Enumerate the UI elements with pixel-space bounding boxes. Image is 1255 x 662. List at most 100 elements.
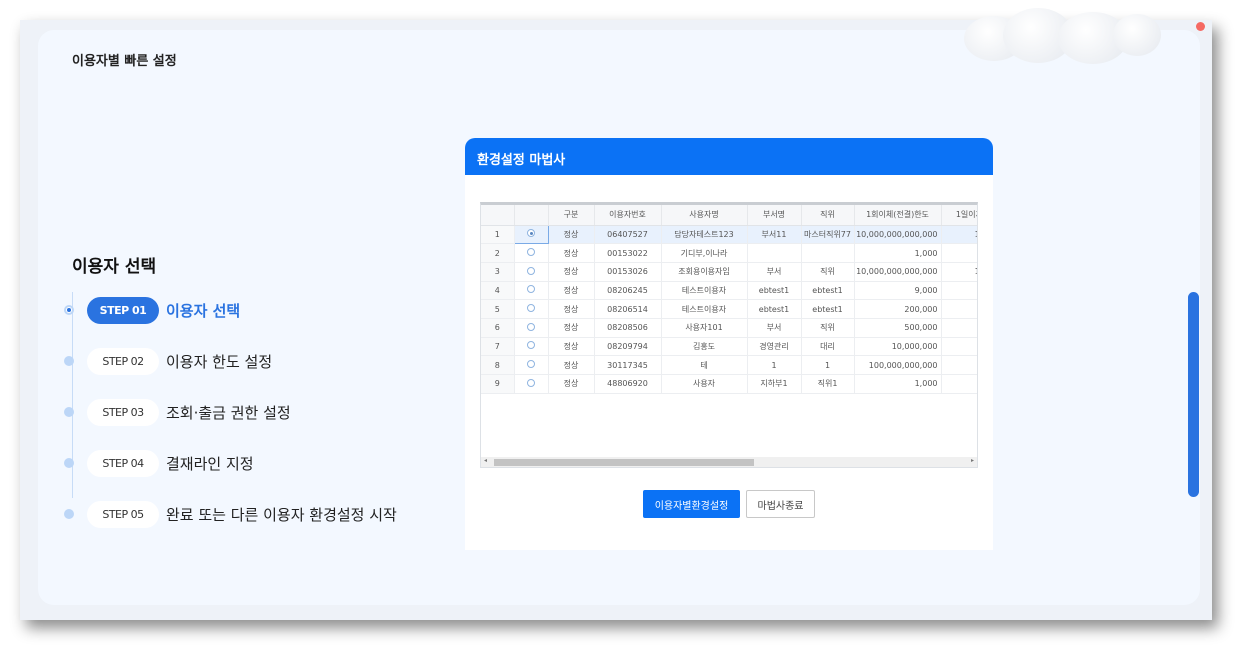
grid-cell: 10,000,000 bbox=[854, 337, 942, 357]
step-4[interactable]: STEP 04 결재라인 지정 bbox=[64, 449, 254, 477]
grid-cell: 직위 bbox=[801, 262, 855, 282]
table-row[interactable]: 3 정상 00153026 조회용이용자임 부서 직위 10,000,000,000,000… bbox=[481, 262, 977, 282]
grid-cell bbox=[941, 281, 977, 301]
row-number: 5 bbox=[481, 299, 515, 319]
row-radio[interactable] bbox=[514, 374, 549, 394]
table-row[interactable]: 2 정상 00153022 기디부,이나라 1,000 bbox=[481, 243, 977, 263]
column-header bbox=[514, 205, 549, 226]
row-radio[interactable] bbox=[514, 299, 549, 319]
scrollbar-thumb[interactable] bbox=[494, 459, 754, 466]
row-radio[interactable] bbox=[513, 224, 549, 245]
grid-cell: ebtest1 bbox=[801, 281, 855, 301]
column-header: 구분 bbox=[548, 205, 595, 226]
row-radio[interactable] bbox=[514, 243, 549, 263]
radio-icon[interactable] bbox=[527, 266, 535, 275]
exit-wizard-button[interactable]: 마법사종료 bbox=[746, 490, 815, 518]
step-badge: STEP 03 bbox=[87, 398, 159, 426]
grid-cell: 200,000 bbox=[854, 299, 942, 319]
step-5[interactable]: STEP 05 완료 또는 다른 이용자 환경설정 시작 bbox=[64, 500, 397, 528]
row-radio[interactable] bbox=[514, 337, 549, 357]
user-settings-button[interactable]: 이용자별환경설정 bbox=[643, 490, 740, 518]
grid-cell: 08206514 bbox=[594, 299, 662, 319]
step-dot-icon bbox=[64, 407, 74, 417]
scroll-left-icon[interactable]: ◂ bbox=[484, 457, 488, 464]
step-2[interactable]: STEP 02 이용자 한도 설정 bbox=[64, 347, 272, 375]
grid-cell: ebtest1 bbox=[747, 299, 802, 319]
step-3[interactable]: STEP 03 조회·출금 권한 설정 bbox=[64, 398, 291, 426]
column-header: 사용자명 bbox=[661, 205, 748, 226]
grid-cell: 1,000 bbox=[854, 374, 942, 394]
grid-cell: 10,000,000,000,000 bbox=[854, 262, 942, 282]
row-radio[interactable] bbox=[514, 355, 549, 375]
row-radio[interactable] bbox=[514, 262, 549, 282]
grid-cell: 정상 bbox=[548, 225, 595, 245]
grid-cell bbox=[747, 243, 802, 263]
grid-cell: 김홍도 bbox=[661, 337, 748, 357]
radio-icon[interactable] bbox=[527, 304, 535, 313]
row-radio[interactable] bbox=[514, 318, 549, 338]
scroll-right-icon[interactable]: ▸ bbox=[970, 457, 974, 464]
grid-cell: 경영관리 bbox=[747, 337, 802, 357]
grid-cell: 00153026 bbox=[594, 262, 662, 282]
step-dot-icon bbox=[64, 509, 74, 519]
grid-cell: 10,00 bbox=[941, 225, 977, 245]
grid-cell: 08206245 bbox=[594, 281, 662, 301]
row-number: 9 bbox=[481, 374, 515, 394]
table-row[interactable]: 4 정상 08206245 테스트이용자 ebtest1 ebtest1 9,000 bbox=[481, 281, 977, 301]
step-label: 완료 또는 다른 이용자 환경설정 시작 bbox=[166, 505, 397, 524]
wizard-title: 환경설정 마법사 bbox=[465, 138, 993, 175]
grid-cell: 100,000,000,000 bbox=[854, 355, 942, 375]
grid-cell: 기디부,이나라 bbox=[661, 243, 748, 263]
radio-icon[interactable] bbox=[527, 229, 535, 238]
grid-cell bbox=[941, 299, 977, 319]
table-row[interactable]: 1 정상 06407527 담당자테스트123 부서11 마스터직위77 10,000,00… bbox=[481, 224, 977, 245]
horizontal-scrollbar[interactable]: ◂ ▸ bbox=[481, 457, 977, 467]
vertical-scrollbar[interactable] bbox=[1188, 292, 1199, 497]
grid-cell: 조회용이용자임 bbox=[661, 262, 748, 282]
table-row[interactable]: 9 정상 48806920 사용자 지하부1 직위1 1,000 bbox=[481, 374, 977, 394]
radio-icon[interactable] bbox=[527, 360, 535, 369]
radio-icon[interactable] bbox=[527, 378, 535, 387]
grid-cell: 정상 bbox=[548, 355, 595, 375]
grid-cell: 정상 bbox=[548, 243, 595, 263]
column-header: 1일이체( bbox=[941, 205, 977, 226]
grid-cell: 정상 bbox=[548, 374, 595, 394]
step-label: 이용자 선택 bbox=[166, 301, 241, 320]
step-label: 조회·출금 권한 설정 bbox=[166, 403, 291, 422]
grid-cell: ebtest1 bbox=[747, 281, 802, 301]
step-badge: STEP 04 bbox=[87, 449, 159, 477]
step-badge: STEP 05 bbox=[87, 500, 159, 528]
page-title: 이용자별 빠른 설정 bbox=[72, 54, 177, 69]
cloud-icon bbox=[1113, 14, 1161, 56]
grid-cell: 정상 bbox=[548, 262, 595, 282]
column-header bbox=[481, 205, 515, 226]
app-window: 이용자별 빠른 설정 이용자 선택 STEP 01 이용자 선택 STEP 02 이용… bbox=[20, 8, 1212, 620]
row-number: 2 bbox=[481, 243, 515, 263]
grid-cell: 500,000 bbox=[854, 318, 942, 338]
content-card: 이용자별 빠른 설정 이용자 선택 STEP 01 이용자 선택 STEP 02 이용… bbox=[38, 8, 1200, 605]
grid-cell: 00153022 bbox=[594, 243, 662, 263]
radio-icon[interactable] bbox=[527, 285, 535, 294]
grid-cell: 1 bbox=[801, 355, 855, 375]
table-row[interactable]: 5 정상 08206514 테스트이용자 ebtest1 ebtest1 200,000 bbox=[481, 299, 977, 319]
column-header: 1회이체(전결)한도 bbox=[854, 205, 942, 226]
radio-icon[interactable] bbox=[527, 248, 535, 257]
step-1[interactable]: STEP 01 이용자 선택 bbox=[64, 296, 240, 324]
row-number: 6 bbox=[481, 318, 515, 338]
grid-cell: 직위1 bbox=[801, 374, 855, 394]
close-icon[interactable] bbox=[1196, 22, 1205, 31]
row-number: 1 bbox=[481, 225, 515, 245]
grid-cell: 사용자101 bbox=[661, 318, 748, 338]
wizard-panel: 환경설정 마법사 구분이용자번호사용자명부서명직위1회이체(전결)한도1일이체(… bbox=[465, 138, 993, 550]
radio-icon[interactable] bbox=[527, 322, 535, 331]
row-radio[interactable] bbox=[514, 281, 549, 301]
grid-cell bbox=[941, 243, 977, 263]
grid-cell: 테 bbox=[661, 355, 748, 375]
grid-cell: 48806920 bbox=[594, 374, 662, 394]
radio-icon[interactable] bbox=[527, 341, 535, 350]
